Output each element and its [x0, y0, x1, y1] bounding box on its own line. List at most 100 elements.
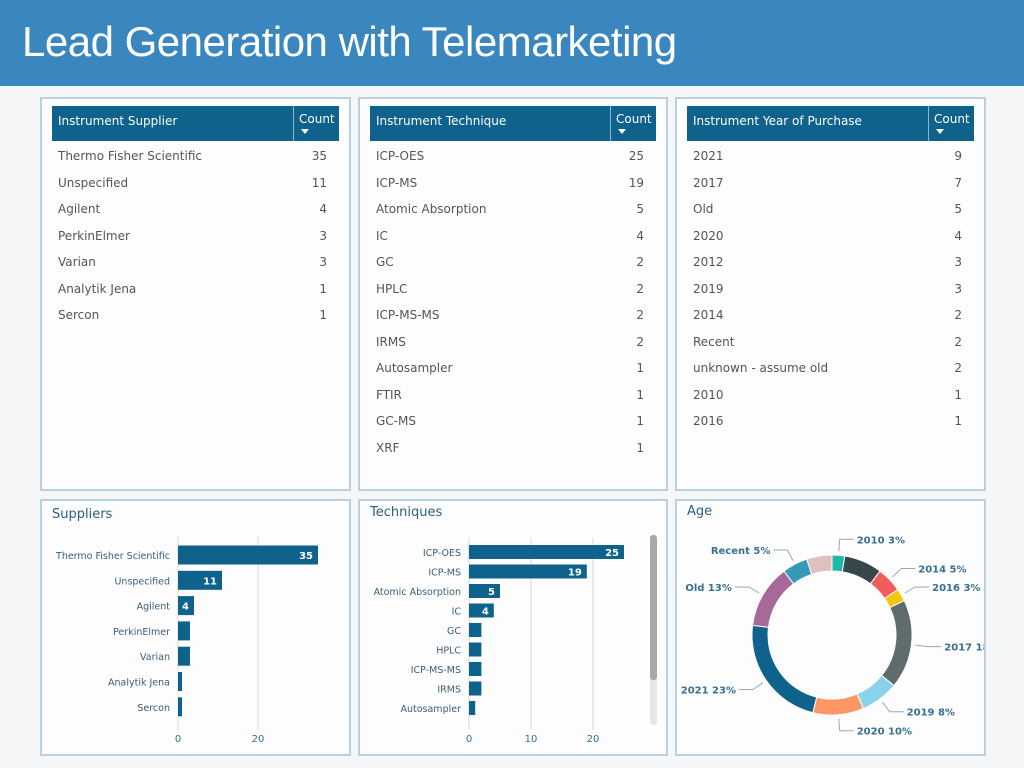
row-count: 2 [636, 255, 644, 269]
chart-title: Suppliers [52, 507, 113, 522]
table-row[interactable]: Autosampler 1 [376, 361, 644, 381]
row-label: Unspecified [58, 175, 129, 190]
donut-slice [752, 570, 795, 628]
table-row[interactable]: ICP-OES 25 [376, 149, 644, 169]
category-label: Analytik Jena [108, 678, 170, 689]
data-label: 5 [488, 587, 495, 598]
table-row[interactable]: 2019 3 [693, 282, 962, 302]
data-label: 4 [182, 602, 189, 613]
table-row[interactable]: Thermo Fisher Scientific 35 [58, 149, 327, 169]
chart-title: Techniques [370, 505, 443, 520]
row-label: Recent [693, 334, 735, 349]
table-row[interactable]: IRMS 2 [376, 335, 644, 355]
table-row[interactable]: FTIR 1 [376, 388, 644, 408]
table-row[interactable]: Analytik Jena 1 [58, 282, 327, 302]
row-label: 2010 [693, 387, 724, 402]
table-row[interactable]: IC 4 [376, 229, 644, 249]
table-row[interactable]: Unspecified 11 [58, 176, 327, 196]
count-column-header-sort[interactable]: Count [293, 106, 339, 141]
table-row[interactable]: 2017 7 [693, 176, 962, 196]
category-label: Thermo Fisher Scientific [55, 551, 170, 562]
table-row[interactable]: 2021 9 [693, 149, 962, 169]
row-count: 4 [954, 228, 962, 243]
table-row[interactable]: Sercon 1 [58, 308, 327, 328]
bar [469, 545, 624, 559]
bar [178, 621, 190, 641]
category-label: ICP-OES [423, 548, 461, 559]
slice-label: 2019 8% [907, 708, 955, 719]
table-row[interactable]: 2014 2 [693, 308, 962, 328]
leader-line [734, 586, 760, 594]
category-label: ICP-MS-MS [411, 665, 461, 676]
category-label: HPLC [436, 646, 461, 657]
donut-slice [856, 674, 895, 710]
row-count: 2 [954, 361, 962, 375]
table-row[interactable]: Old 5 [693, 202, 962, 222]
table-row[interactable]: 2010 1 [693, 388, 962, 408]
techniques-chart-panel[interactable]: Techniques 0 10 20 ICP-OES 25 ICP-MS 19 Atomic … [358, 499, 668, 756]
row-label: Analytik Jena [58, 281, 137, 296]
table-row[interactable]: XRF 1 [376, 441, 644, 461]
row-label: Agilent [58, 202, 101, 216]
row-label: 2012 [693, 255, 724, 269]
leader-line [838, 538, 854, 552]
column-header[interactable]: Instrument Year of Purchase [693, 114, 862, 128]
row-label: ICP-MS-MS [376, 308, 440, 322]
slice-label: 2016 3% [932, 583, 980, 594]
table-panel: Instrument Year of Purchase Count 2021 9 201… [675, 97, 986, 491]
row-label: 2017 [693, 175, 724, 190]
suppliers-chart-panel[interactable]: Suppliers 0 20 Thermo Fisher Scientific 35 U… [40, 499, 351, 756]
leader-line [773, 549, 794, 561]
category-label: Agilent [137, 602, 171, 613]
scrollbar[interactable] [650, 535, 657, 725]
table-row[interactable]: GC 2 [376, 255, 644, 275]
table-row[interactable]: Varian 3 [58, 255, 327, 275]
bar [178, 697, 182, 717]
row-count: 1 [954, 387, 962, 402]
table-row[interactable]: ICP-MS 19 [376, 176, 644, 196]
column-header[interactable]: Instrument Supplier [58, 114, 178, 128]
techniques-bar-chart: 0 10 20 ICP-OES 25 ICP-MS 19 Atomic Absorption 5… [374, 538, 624, 745]
slice-label: 2021 23% [681, 686, 736, 697]
leader-line [904, 586, 930, 594]
table-row[interactable]: 2020 4 [693, 229, 962, 249]
row-label: IC [376, 228, 388, 243]
row-count: 2 [636, 334, 644, 349]
slice-label: Recent 5% [711, 546, 771, 557]
table-row[interactable]: Atomic Absorption 5 [376, 202, 644, 222]
table-row[interactable]: 2016 1 [693, 414, 962, 434]
row-count: 1 [954, 414, 962, 428]
table-row[interactable]: 2012 3 [693, 255, 962, 275]
bar [178, 672, 182, 691]
donut-slice [751, 624, 818, 714]
suppliers-bar-chart: 0 20 Thermo Fisher Scientific 35 Unspecified… [55, 536, 318, 745]
count-column-header-sort[interactable]: Count [928, 106, 974, 141]
leader-line [915, 644, 942, 648]
bar [469, 603, 494, 618]
row-count: 1 [636, 414, 644, 428]
category-label: GC [447, 626, 461, 637]
table-row[interactable]: GC-MS 1 [376, 414, 644, 434]
table-row[interactable]: Agilent 4 [58, 202, 327, 222]
donut-slice [806, 554, 833, 575]
row-count: 1 [319, 281, 327, 296]
row-count: 2 [636, 308, 644, 322]
header-bar: Lead Generation with Telemarketing [0, 0, 1024, 86]
age-chart-panel[interactable]: Age 2010 3% 2014 5% 2016 3% 2017 18% 2019 8%… [675, 499, 1000, 756]
table-row[interactable]: PerkinElmer 3 [58, 229, 327, 249]
table-row[interactable]: Recent 2 [693, 335, 962, 355]
row-count: 19 [628, 175, 644, 190]
row-count: 2 [954, 334, 962, 349]
table-row[interactable]: ICP-MS-MS 2 [376, 308, 644, 328]
column-header[interactable]: Instrument Technique [376, 114, 507, 128]
table-header: Instrument Year of Purchase Count [687, 106, 974, 141]
row-label: 2014 [693, 308, 724, 322]
row-count: 25 [628, 149, 644, 163]
table-row[interactable]: HPLC 2 [376, 282, 644, 302]
row-count: 7 [954, 175, 962, 190]
table-row[interactable]: unknown - assume old 2 [693, 361, 962, 381]
count-column-header-sort[interactable]: Count [610, 106, 656, 141]
row-label: ICP-OES [376, 149, 425, 163]
slice-label: 2020 10% [857, 727, 912, 738]
row-label: 2016 [693, 414, 724, 428]
